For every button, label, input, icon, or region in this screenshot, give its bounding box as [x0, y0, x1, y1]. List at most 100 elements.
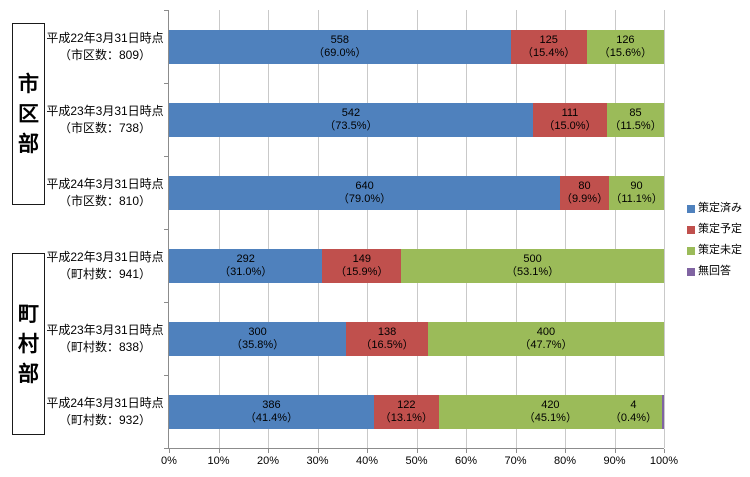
group-box-city-ward: 市区部	[12, 23, 45, 205]
x-axis-tick-label: 0%	[161, 455, 177, 467]
x-axis-tick	[664, 449, 665, 453]
segment-value: 400	[536, 325, 556, 338]
bar-segment-sakutei-mitei: 420 （45.1%）	[438, 394, 662, 429]
segment-value: 558	[330, 33, 349, 46]
group-box-town-village: 町村部	[12, 253, 45, 435]
segment-percent: （15.4%）	[522, 46, 576, 59]
category-label: 平成23年3月31日時点 （市区数：738）	[42, 103, 168, 137]
category-label-date: 平成24年3月31日時点	[46, 395, 164, 410]
segment-label: 80 （9.9%）	[561, 180, 608, 206]
x-axis-tick	[614, 449, 616, 453]
x-axis-tick-label: 30%	[306, 455, 329, 467]
category-label-date: 平成22年3月31日時点	[46, 30, 164, 45]
segment-percent: （31.0%）	[219, 265, 273, 278]
x-axis-tick-label: 90%	[603, 455, 626, 467]
stacked-bar: 386 （41.4%） 122 （13.1%） 420 （45.1%） 4 （0.4%）	[169, 394, 664, 429]
segment-value: 300	[248, 325, 267, 338]
segment-value: 80	[578, 179, 591, 192]
segment-label: 300 （35.8%）	[231, 326, 284, 352]
category-label-date: 平成22年3月31日時点	[46, 249, 164, 264]
y-axis-tick	[164, 375, 168, 376]
bar-segment-sakutei-zumi: 386 （41.4%）	[169, 394, 374, 429]
y-axis-tick	[164, 229, 168, 230]
bar-row: 292 （31.0%） 149 （15.9%） 500 （53.1%）	[169, 229, 664, 302]
bar-segment-sakutei-yotei: 80 （9.9%）	[560, 175, 610, 210]
x-axis-tick	[169, 449, 170, 453]
gridline	[268, 10, 269, 448]
segment-percent: （11.1%）	[610, 192, 663, 205]
x-axis-tick-label: 60%	[454, 455, 478, 467]
category-label-count: （町村数：932）	[58, 412, 152, 427]
group-box-char: 区	[18, 102, 39, 126]
legend-label: 策定済み	[698, 202, 742, 214]
bar-row: 640 （79.0%） 80 （9.9%） 90 （11.1%）	[169, 156, 664, 229]
plot-area: 0% 10% 20% 30% 40% 50% 60% 70% 80% 90% 100% 558 （69.…	[161, 10, 678, 467]
bar-segment-sakutei-mitei: 500 （53.1%）	[401, 248, 664, 283]
legend-label: 策定未定	[698, 244, 742, 256]
bar-segment-sakutei-yotei: 122 （13.1%）	[373, 394, 439, 429]
group-box-char: 町	[18, 302, 39, 326]
legend: 策定済み 策定予定 策定未定 無回答	[687, 203, 742, 277]
y-axis-tick	[164, 83, 168, 84]
group-box-char: 村	[18, 332, 39, 356]
gridline	[565, 10, 566, 448]
segment-value: 138	[377, 325, 397, 338]
segment-percent: （0.4%）	[609, 411, 657, 424]
legend-swatch-sakutei-yotei	[687, 225, 695, 234]
stacked-bar: 640 （79.0%） 80 （9.9%） 90 （11.1%）	[169, 175, 664, 210]
category-label-date: 平成23年3月31日時点	[46, 103, 164, 118]
segment-value: 542	[341, 106, 361, 119]
segment-percent: （11.5%）	[609, 119, 662, 132]
x-axis-tick	[268, 449, 269, 453]
category-label-date: 平成24年3月31日時点	[46, 176, 164, 191]
segment-percent: （69.0%）	[313, 46, 367, 59]
segment-percent: （45.1%）	[523, 411, 577, 424]
segment-value: 500	[523, 252, 542, 265]
legend-swatch-sakutei-mitei	[687, 246, 695, 255]
segment-label: 149 （15.9%）	[335, 253, 388, 279]
segment-label: 85 （11.5%）	[609, 107, 661, 133]
x-axis-tick-label: 40%	[355, 455, 379, 467]
segment-label: 90 （11.1%）	[610, 180, 662, 206]
stacked-bar: 292 （31.0%） 149 （15.9%） 500 （53.1%）	[169, 248, 664, 283]
bar-segment-sakutei-yotei: 111 （15.0%）	[532, 102, 608, 137]
group-box-char: 部	[18, 132, 39, 156]
category-label: 平成24年3月31日時点 （町村数：932）	[42, 395, 168, 429]
segment-value: 420	[541, 398, 560, 411]
x-axis-tick	[317, 449, 319, 453]
x-axis-tick	[565, 449, 566, 453]
segment-label: 500 （53.1%）	[506, 253, 559, 279]
legend-item: 策定未定	[687, 245, 742, 256]
bar-segment-sakutei-zumi: 300 （35.8%）	[169, 321, 347, 356]
segment-label: 122 （13.1%）	[380, 399, 433, 425]
gridline	[466, 10, 467, 448]
segment-percent: （15.0%）	[543, 119, 597, 132]
bar-segment-sakutei-yotei: 125 （15.4%）	[510, 29, 587, 64]
gridline	[416, 10, 418, 448]
x-axis-tick	[416, 449, 418, 453]
x-axis-tick-label: 70%	[504, 455, 527, 467]
bar-segment-sakutei-zumi: 292 （31.0%）	[169, 248, 323, 283]
segment-label: 111 （15.0%）	[543, 107, 596, 133]
legend-swatch-sakutei-zumi	[687, 204, 695, 213]
x-axis-tick	[218, 449, 220, 453]
segment-label: 400 （47.7%）	[519, 326, 572, 352]
bar-row: 558 （69.0%） 125 （15.4%） 126 （15.6%）	[169, 10, 664, 83]
segment-value: 640	[355, 179, 374, 192]
segment-percent: （53.1%）	[505, 265, 560, 278]
category-label-count: （市区数：738）	[58, 120, 152, 135]
segment-value: 85	[629, 106, 642, 119]
x-axis-tick-label: 80%	[553, 455, 577, 467]
segment-percent: （15.6%）	[598, 46, 652, 59]
bar-row: 542 （73.5%） 111 （15.0%） 85 （11.5%）	[169, 83, 664, 156]
stacked-bar: 300 （35.8%） 138 （16.5%） 400 （47.7%）	[169, 321, 664, 356]
legend-item: 無回答	[687, 266, 742, 277]
category-label-count: （町村数：941）	[58, 266, 152, 281]
segment-value: 90	[630, 179, 643, 192]
segment-label: 420 （45.1%）	[524, 399, 577, 425]
x-axis-tick	[367, 449, 368, 453]
y-axis-tick	[164, 156, 168, 157]
bar-segment-sakutei-mitei: 126 （15.6%）	[586, 29, 664, 64]
segment-label: 4 （0.4%）	[610, 399, 657, 425]
